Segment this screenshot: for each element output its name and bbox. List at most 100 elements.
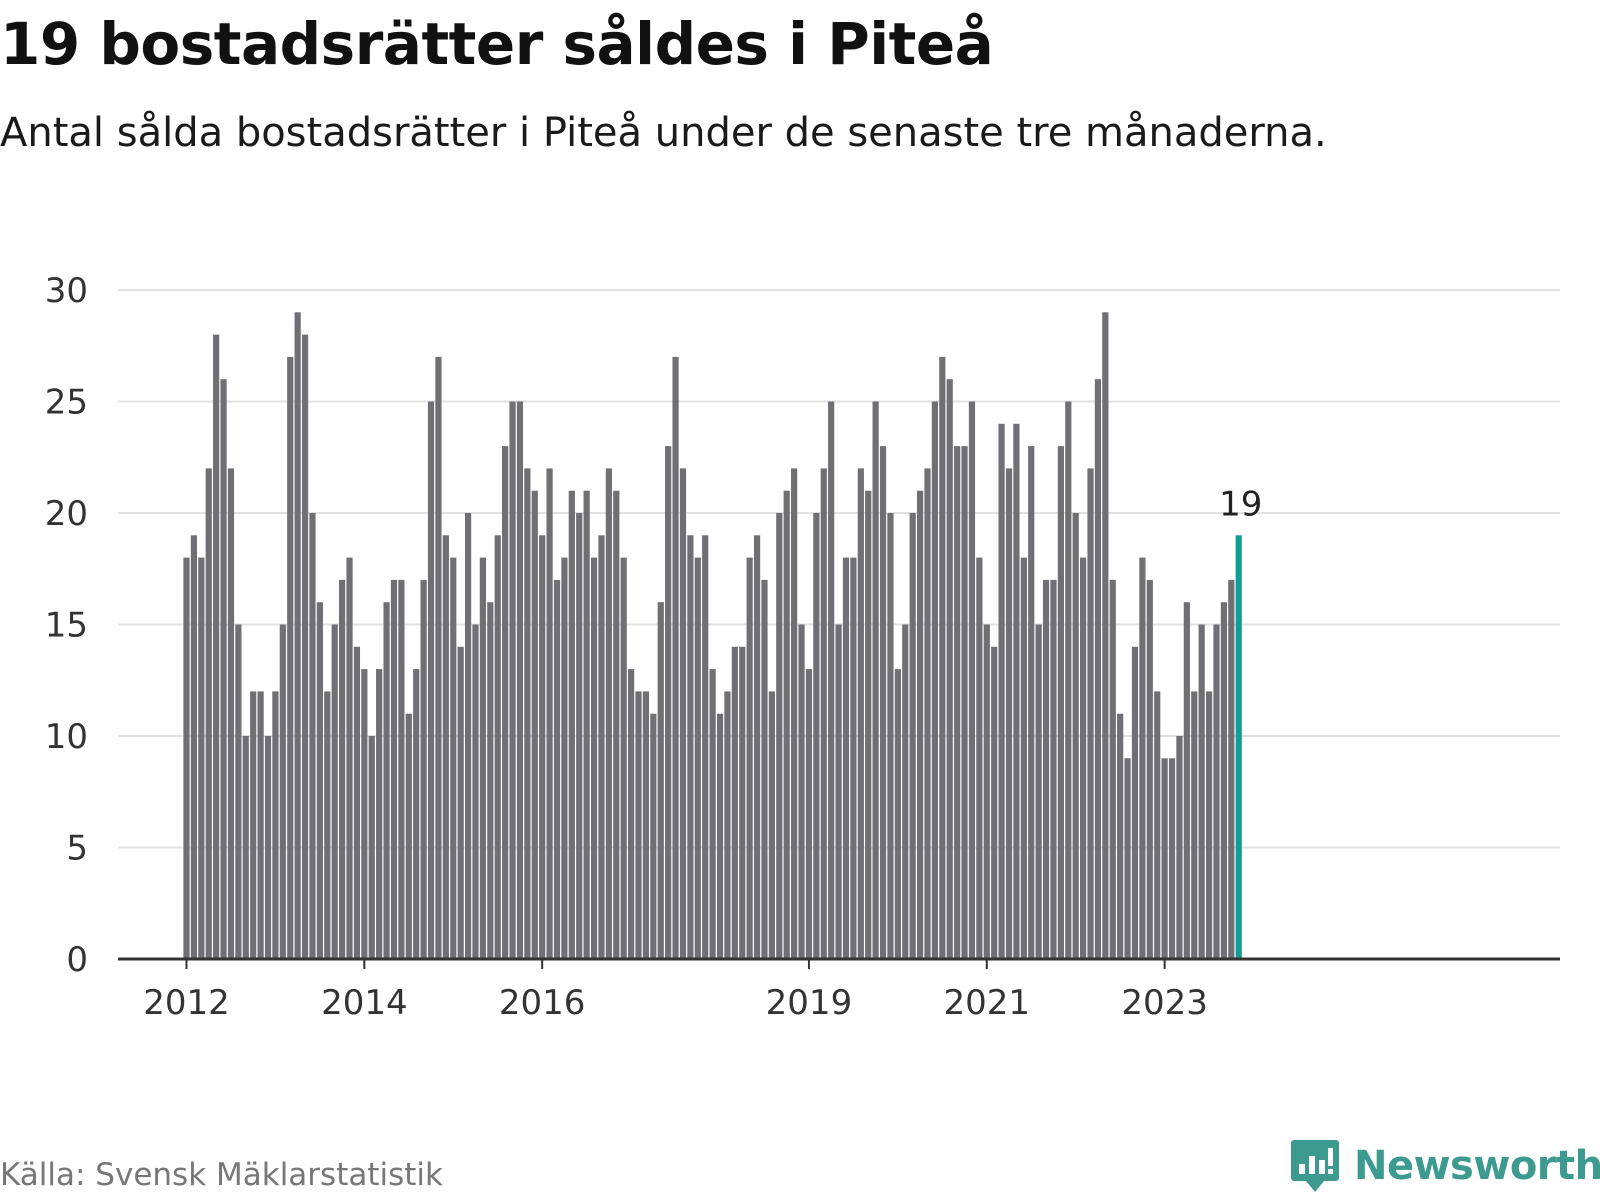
bar xyxy=(1220,602,1227,959)
bar xyxy=(531,490,538,959)
bar xyxy=(1183,602,1190,959)
bar xyxy=(487,602,494,959)
bar xyxy=(561,557,568,959)
bar xyxy=(842,557,850,959)
brand-name: Newsworthy xyxy=(1354,1143,1600,1189)
bar xyxy=(694,557,701,959)
bar xyxy=(213,334,220,960)
bar xyxy=(931,401,939,959)
bar xyxy=(872,401,879,959)
bar xyxy=(190,535,198,959)
bar xyxy=(494,535,501,959)
bar xyxy=(1124,758,1131,959)
bar xyxy=(650,713,657,959)
bar xyxy=(739,646,746,959)
bar xyxy=(665,446,672,960)
bar xyxy=(198,557,205,959)
bar xyxy=(731,646,738,959)
bar xyxy=(961,446,968,960)
bar xyxy=(227,468,235,959)
bar xyxy=(902,624,909,959)
bar xyxy=(553,579,561,959)
bar xyxy=(1005,468,1013,959)
bar xyxy=(1057,446,1064,960)
bar xyxy=(657,602,664,959)
bar xyxy=(709,669,716,959)
bar xyxy=(998,423,1005,959)
bar xyxy=(1117,713,1124,959)
bar xyxy=(272,691,279,959)
bar xyxy=(1228,579,1235,959)
bar xyxy=(887,513,894,959)
bar xyxy=(1139,557,1146,959)
bar xyxy=(479,557,486,959)
bar xyxy=(257,691,264,959)
bar xyxy=(805,669,813,959)
bar xyxy=(435,356,442,959)
bar xyxy=(413,669,420,959)
bar-chart: 0 5 10 15 20 25 30 19 2012 2014 2016 2019 2021 2023 xyxy=(45,271,1560,1023)
bar xyxy=(613,490,620,959)
bar xyxy=(324,691,331,959)
bar xyxy=(1050,579,1057,959)
bar xyxy=(220,379,227,959)
bar xyxy=(865,490,872,959)
bar xyxy=(383,602,390,959)
highlight-value-label: 19 xyxy=(1219,484,1262,524)
bar xyxy=(1035,624,1042,959)
bar xyxy=(420,579,427,959)
bar xyxy=(716,713,724,959)
bar xyxy=(1094,379,1102,959)
bar xyxy=(628,669,635,959)
y-tick-label: 25 xyxy=(45,383,88,423)
y-tick-label: 30 xyxy=(45,271,88,311)
bar xyxy=(761,579,768,959)
bar xyxy=(835,624,842,959)
bar xyxy=(472,624,479,959)
bar xyxy=(301,334,309,960)
bar xyxy=(798,624,805,959)
bar xyxy=(879,446,887,960)
bar xyxy=(457,646,464,959)
bar xyxy=(746,557,753,959)
bar xyxy=(946,379,953,959)
bar xyxy=(205,468,212,959)
x-tick-label: 2023 xyxy=(1121,983,1208,1023)
bar xyxy=(339,579,346,959)
bar xyxy=(1109,579,1116,959)
bar xyxy=(390,579,398,959)
bar xyxy=(672,356,679,959)
bar xyxy=(294,312,301,959)
newsworthy-brand[interactable]: Newsworthy xyxy=(1290,1138,1600,1194)
bar xyxy=(1213,624,1220,959)
bar xyxy=(450,557,457,959)
bar xyxy=(1168,758,1176,959)
bar xyxy=(1013,423,1020,959)
newsworthy-logo-icon xyxy=(1291,1140,1339,1192)
bar xyxy=(991,646,998,959)
bar xyxy=(427,401,435,959)
bar xyxy=(983,624,990,959)
chart-subtitle: Antal sålda bostadsrätter i Piteå under … xyxy=(0,110,1327,156)
bar xyxy=(968,401,976,959)
bar xyxy=(1146,579,1153,959)
bar xyxy=(442,535,449,959)
x-tick-label: 2012 xyxy=(143,983,230,1023)
bar xyxy=(753,535,761,959)
bar xyxy=(1131,646,1139,959)
bar xyxy=(783,490,790,959)
x-tick-label: 2021 xyxy=(944,983,1031,1023)
bar xyxy=(1087,468,1094,959)
bar xyxy=(1198,624,1205,959)
bar xyxy=(850,557,857,959)
bar xyxy=(813,513,820,959)
x-tick-label: 2016 xyxy=(499,983,586,1023)
bar xyxy=(242,736,249,959)
bar xyxy=(546,468,553,959)
bar xyxy=(605,468,612,959)
bar xyxy=(598,535,605,959)
bar xyxy=(1065,401,1072,959)
bar xyxy=(924,468,931,959)
y-tick-label: 10 xyxy=(45,717,88,757)
bar xyxy=(353,646,361,959)
